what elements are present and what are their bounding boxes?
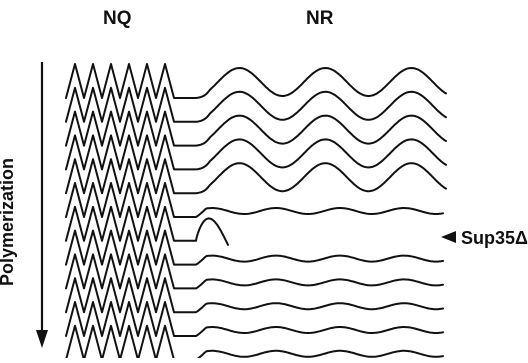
strand-folded-nr (65, 63, 447, 99)
nq-domain-label: NQ (103, 8, 132, 29)
strand-extended-nr (65, 277, 444, 314)
strand-folded-nr (65, 86, 447, 123)
polymerization-arrow-head-icon (36, 330, 48, 348)
strand-extended-nr (65, 324, 444, 361)
strand-folded-nr (65, 110, 447, 147)
strand-extended-nr (65, 301, 444, 337)
strand-truncated-sup35 (65, 205, 229, 246)
left-pointing-triangle-icon (441, 231, 456, 243)
strand-extended-nr (65, 253, 444, 290)
strand-stack (65, 63, 447, 361)
polymerization-axis-label: Polymerization (0, 157, 17, 287)
sup35-mutant-label: Sup35Δ (461, 228, 528, 248)
strand-extended-nr (65, 229, 444, 266)
strand-folded-nr (65, 158, 447, 195)
nr-domain-label: NR (306, 8, 334, 29)
strand-folded-nr (65, 134, 447, 171)
strand-extended-nr (65, 182, 444, 218)
